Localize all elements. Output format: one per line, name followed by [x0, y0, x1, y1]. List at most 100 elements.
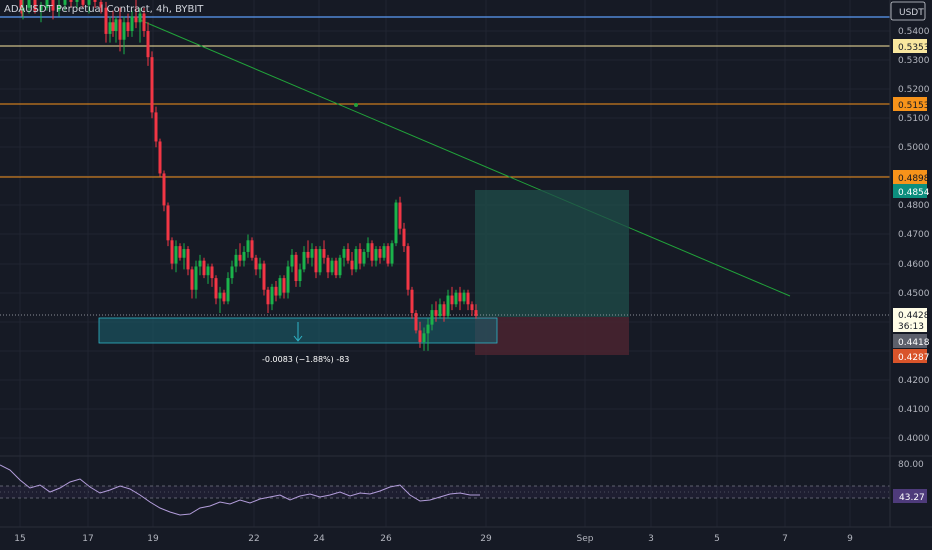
candle — [378, 246, 382, 264]
candle — [298, 263, 302, 287]
candle — [286, 260, 290, 299]
candle — [302, 246, 306, 273]
position-profit-zone[interactable] — [475, 190, 629, 317]
badge-last-price-label: 0.4428 — [898, 311, 930, 321]
candle — [234, 249, 238, 273]
currency-label: USDT — [899, 8, 924, 18]
candle — [398, 196, 402, 235]
price-tick-label: 0.4700 — [898, 230, 930, 240]
candle — [406, 243, 410, 296]
candle — [318, 246, 322, 276]
candle — [111, 10, 115, 37]
time-tick-label: 29 — [480, 534, 492, 544]
candle — [138, 7, 142, 43]
candle — [414, 310, 418, 334]
candle — [442, 301, 446, 322]
candle — [174, 240, 178, 273]
candle — [470, 301, 474, 316]
candle — [466, 289, 470, 311]
candle — [354, 246, 358, 273]
candle — [434, 301, 438, 322]
candle — [242, 246, 246, 267]
time-tick-label: Sep — [577, 534, 594, 544]
candle — [21, 0, 25, 20]
time-tick-label: 19 — [147, 534, 159, 544]
badge-0-4898-label: 0.4898 — [898, 174, 930, 184]
candle — [170, 237, 174, 270]
price-tick-label: 0.5000 — [898, 143, 930, 153]
candle — [278, 275, 282, 299]
candle — [190, 266, 194, 299]
time-tick-label: 5 — [714, 534, 720, 544]
candle — [33, 0, 37, 14]
candles — [19, 0, 478, 351]
badge-entry-label: 0.4418 — [898, 338, 930, 348]
price-tick-label: 0.4000 — [898, 434, 930, 444]
candle — [366, 237, 370, 258]
price-tick-label: 0.4200 — [898, 376, 930, 386]
candle — [362, 249, 366, 267]
candle — [294, 251, 298, 287]
candle — [386, 243, 390, 267]
candle — [27, 0, 31, 14]
candle — [114, 16, 118, 43]
candle — [218, 286, 222, 313]
candle — [250, 237, 254, 261]
candle — [326, 254, 330, 279]
symbol-title[interactable]: ADAUSDT Perpetual Contract, 4h, BYBIT — [4, 4, 204, 15]
candle — [75, 0, 79, 11]
time-tick-label: 24 — [313, 534, 325, 544]
candle — [63, 0, 67, 11]
candle — [262, 260, 266, 296]
candle — [194, 260, 198, 299]
candle — [374, 246, 378, 267]
candle — [474, 304, 478, 319]
badge-target-label: 0.4854 — [898, 188, 930, 198]
candle — [282, 275, 286, 299]
price-axis[interactable]: 0.5400 0.5300 0.5200 0.5100 0.5000 0.4800 0.47… — [898, 27, 930, 444]
candle — [230, 260, 234, 284]
candle — [290, 249, 294, 273]
candle — [142, 7, 146, 37]
candle — [446, 289, 450, 319]
candle — [430, 304, 434, 331]
candle — [51, 0, 55, 20]
candle — [104, 1, 108, 43]
rsi-value-badge — [893, 489, 927, 503]
candle — [334, 257, 338, 279]
time-axis[interactable]: 15 17 19 22 24 26 29 Sep 3 5 7 9 — [14, 534, 853, 544]
candle — [258, 257, 262, 279]
candle — [202, 257, 206, 279]
candle — [186, 246, 190, 276]
candle — [222, 289, 226, 305]
badge-0-5353-label: 0.5353 — [898, 43, 930, 53]
time-tick-label: 22 — [248, 534, 259, 544]
trend-line-anchor[interactable] — [354, 103, 358, 107]
candle — [438, 298, 442, 319]
position-loss-zone[interactable] — [475, 317, 629, 355]
candle — [314, 246, 318, 279]
trend-line[interactable] — [139, 19, 791, 297]
measure-arrowhead-icon — [293, 335, 303, 342]
candle — [57, 0, 61, 17]
candle — [454, 289, 458, 308]
price-tick-label: 0.4100 — [898, 405, 930, 415]
candle — [342, 246, 346, 267]
candle — [198, 254, 202, 276]
price-tick-label: 0.5300 — [898, 56, 930, 66]
price-tick-label: 0.4800 — [898, 201, 930, 211]
time-tick-label: 26 — [380, 534, 392, 544]
candle — [126, 13, 130, 37]
candle — [118, 7, 122, 52]
currency-button[interactable] — [890, 1, 926, 21]
candle — [166, 202, 170, 247]
candle — [462, 289, 466, 305]
candle — [450, 286, 454, 311]
candle — [178, 243, 182, 261]
candle — [87, 0, 91, 14]
time-tick-label: 17 — [82, 534, 93, 544]
candle — [394, 199, 398, 247]
rsi-scale-80: 80.00 — [898, 460, 924, 470]
